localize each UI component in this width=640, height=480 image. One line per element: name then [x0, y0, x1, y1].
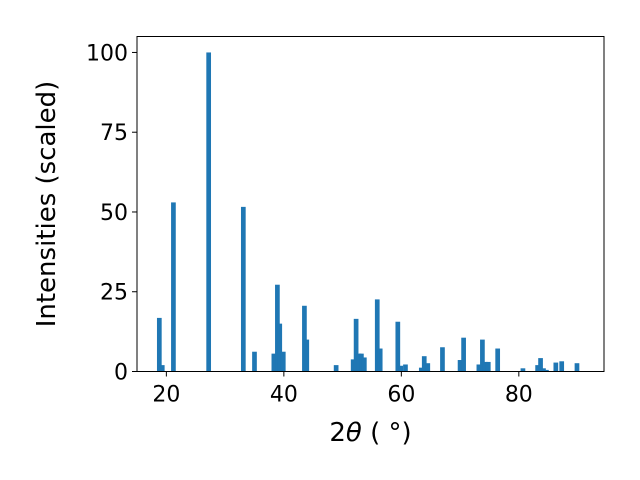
bar	[485, 361, 491, 372]
bar	[553, 362, 559, 372]
bar	[395, 321, 401, 372]
y-axis-ticks: 0 25 50 75 100	[86, 41, 137, 386]
bar	[171, 202, 176, 372]
bar	[476, 364, 482, 372]
y-tick-label: 0	[114, 361, 128, 386]
y-axis-label: Intensities (scaled)	[32, 81, 62, 328]
bar	[538, 358, 543, 372]
x-axis-label: 2θ ( °)	[329, 418, 411, 448]
bar	[440, 347, 445, 372]
bar	[277, 323, 283, 372]
x-axis-label-unit: ( °)	[362, 418, 412, 448]
x-tick-label: 20	[152, 383, 180, 408]
bar	[457, 360, 463, 372]
bar	[520, 368, 526, 372]
bar	[480, 339, 485, 372]
bar	[535, 365, 540, 372]
x-tick-label: 80	[505, 383, 533, 408]
bar	[544, 369, 549, 372]
bar	[252, 351, 257, 372]
bar	[302, 305, 307, 372]
y-tick-label: 25	[100, 281, 128, 306]
y-tick-label: 100	[86, 41, 128, 66]
bar	[353, 318, 359, 372]
x-axis-label-prefix: 2	[329, 418, 346, 448]
bar	[559, 361, 565, 372]
bar	[156, 317, 162, 372]
x-tick-label: 40	[270, 383, 298, 408]
bars-group	[156, 52, 580, 372]
y-tick-label: 50	[100, 201, 128, 226]
bar	[377, 348, 383, 372]
bar	[361, 357, 367, 372]
bar	[350, 359, 356, 372]
bar	[541, 368, 546, 372]
bar	[495, 348, 501, 372]
bar	[280, 351, 286, 372]
x-tick-label: 60	[387, 383, 415, 408]
bar	[398, 365, 404, 372]
plot-frame	[136, 36, 605, 372]
bar	[421, 356, 427, 372]
bar	[304, 339, 310, 372]
bar	[482, 361, 488, 372]
bar	[159, 365, 165, 372]
bar	[374, 299, 380, 372]
bar	[271, 353, 277, 372]
bar	[359, 353, 364, 372]
bar	[418, 367, 424, 372]
bar	[206, 52, 212, 372]
bar	[403, 364, 408, 372]
bar	[240, 206, 246, 372]
bar	[425, 363, 431, 372]
bar	[461, 337, 466, 372]
x-axis-ticks: 20 40 60 80	[152, 371, 533, 408]
bar	[574, 363, 580, 372]
bar	[333, 365, 339, 372]
y-tick-label: 75	[100, 121, 128, 146]
x-axis-label-symbol: θ	[346, 418, 362, 448]
